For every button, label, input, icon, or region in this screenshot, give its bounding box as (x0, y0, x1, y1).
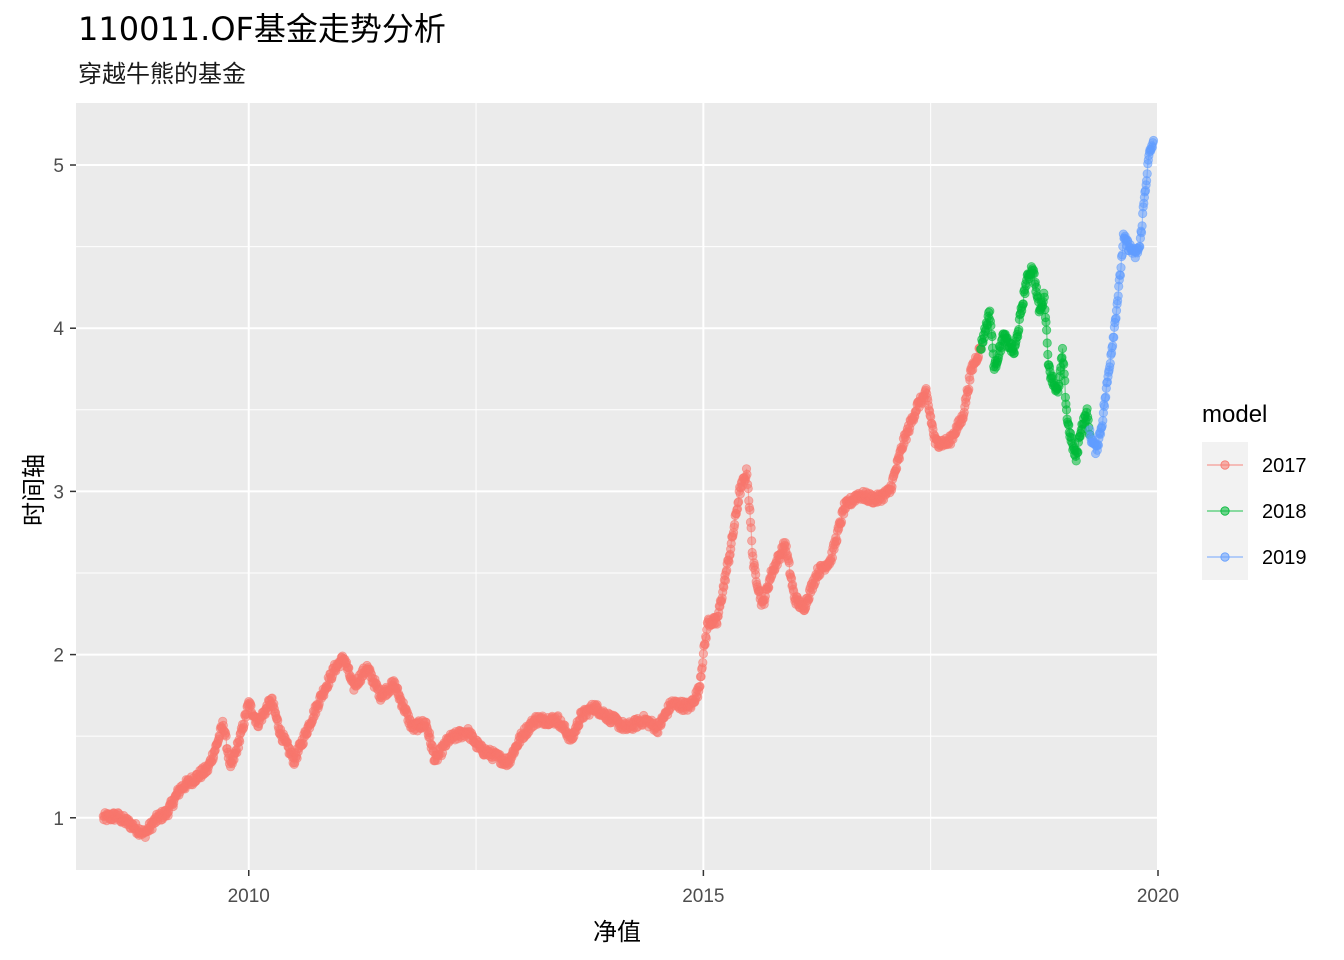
data-point (1043, 349, 1053, 360)
x-tick-label: 2010 (228, 886, 270, 907)
data-point (827, 553, 838, 563)
data-point (1059, 359, 1069, 369)
data-point (743, 483, 753, 494)
data-point (1115, 270, 1126, 280)
data-point (1014, 324, 1024, 335)
legend-key-point (1220, 506, 1230, 516)
data-point (965, 375, 975, 385)
data-point (1061, 405, 1072, 415)
data-point (891, 463, 902, 474)
legend-key-point (1220, 552, 1230, 562)
data-point (1109, 332, 1119, 342)
data-point (1111, 313, 1121, 323)
y-axis-title: 时间轴 (20, 454, 48, 526)
data-point (832, 535, 842, 546)
series-points-2017 (98, 343, 986, 843)
data-point (1135, 241, 1145, 252)
chart-subtitle: 穿越牛熊的基金 (78, 60, 246, 88)
data-point (1039, 292, 1049, 302)
axes: 2010 2015 2020 1 2 3 4 5 (53, 156, 1179, 907)
grid (76, 103, 1159, 870)
legend-label: 2019 (1262, 547, 1307, 569)
data-point (1101, 392, 1111, 402)
data-point (701, 633, 711, 643)
data-point (1098, 415, 1108, 426)
data-point (1020, 288, 1030, 299)
data-point (1116, 262, 1126, 273)
data-point (1137, 221, 1147, 231)
series-points-2019 (1085, 135, 1159, 459)
data-point (836, 517, 847, 527)
data-point (1042, 325, 1052, 335)
data-point (1113, 291, 1123, 301)
x-axis-title: 净值 (593, 918, 641, 946)
data-point (901, 434, 911, 445)
data-point (1105, 358, 1115, 368)
legend-title: model (1202, 401, 1267, 428)
data-point (987, 331, 997, 342)
legend-key-point (1220, 460, 1230, 470)
data-point (221, 731, 231, 741)
data-point (742, 469, 752, 479)
data-point (698, 649, 709, 659)
data-point (1042, 338, 1052, 348)
data-point (720, 575, 731, 586)
data-point (1142, 169, 1152, 179)
data-point (1018, 299, 1028, 309)
data-point (1029, 268, 1039, 279)
data-point (1054, 381, 1064, 391)
y-tick-label: 1 (53, 809, 64, 830)
data-point (1057, 343, 1068, 354)
data-point (1040, 304, 1050, 315)
y-tick-label: 3 (53, 482, 64, 503)
data-point (986, 321, 996, 331)
legend: model 2017 2018 2019 (1202, 401, 1307, 580)
x-tick-label: 2015 (682, 886, 724, 907)
data-point (1073, 447, 1083, 457)
series-points-2018 (976, 262, 1095, 466)
legend-label: 2017 (1262, 455, 1307, 477)
data-point (964, 384, 974, 394)
data-point (733, 497, 744, 507)
data-point (1031, 282, 1042, 292)
y-tick-label: 5 (53, 156, 64, 177)
data-point (1099, 401, 1110, 411)
data-point (747, 536, 757, 546)
data-point (781, 541, 791, 551)
series-points (98, 135, 1159, 843)
x-tick-label: 2020 (1137, 886, 1179, 907)
data-point (729, 519, 740, 530)
data-point (698, 657, 708, 668)
chart-title: 110011.OF基金走势分析 (78, 10, 446, 48)
data-point (746, 523, 756, 533)
data-point (1060, 376, 1070, 386)
data-point (1071, 456, 1081, 466)
data-point (1108, 341, 1118, 351)
data-point (1082, 404, 1092, 414)
data-point (695, 681, 705, 692)
data-point (1041, 317, 1051, 327)
y-tick-label: 4 (53, 319, 64, 340)
data-point (1148, 135, 1159, 146)
data-point (745, 505, 755, 515)
y-tick-label: 2 (53, 646, 64, 667)
plot-panel (76, 103, 1158, 870)
data-point (784, 558, 794, 568)
data-point (985, 306, 995, 316)
legend-label: 2018 (1262, 501, 1307, 523)
